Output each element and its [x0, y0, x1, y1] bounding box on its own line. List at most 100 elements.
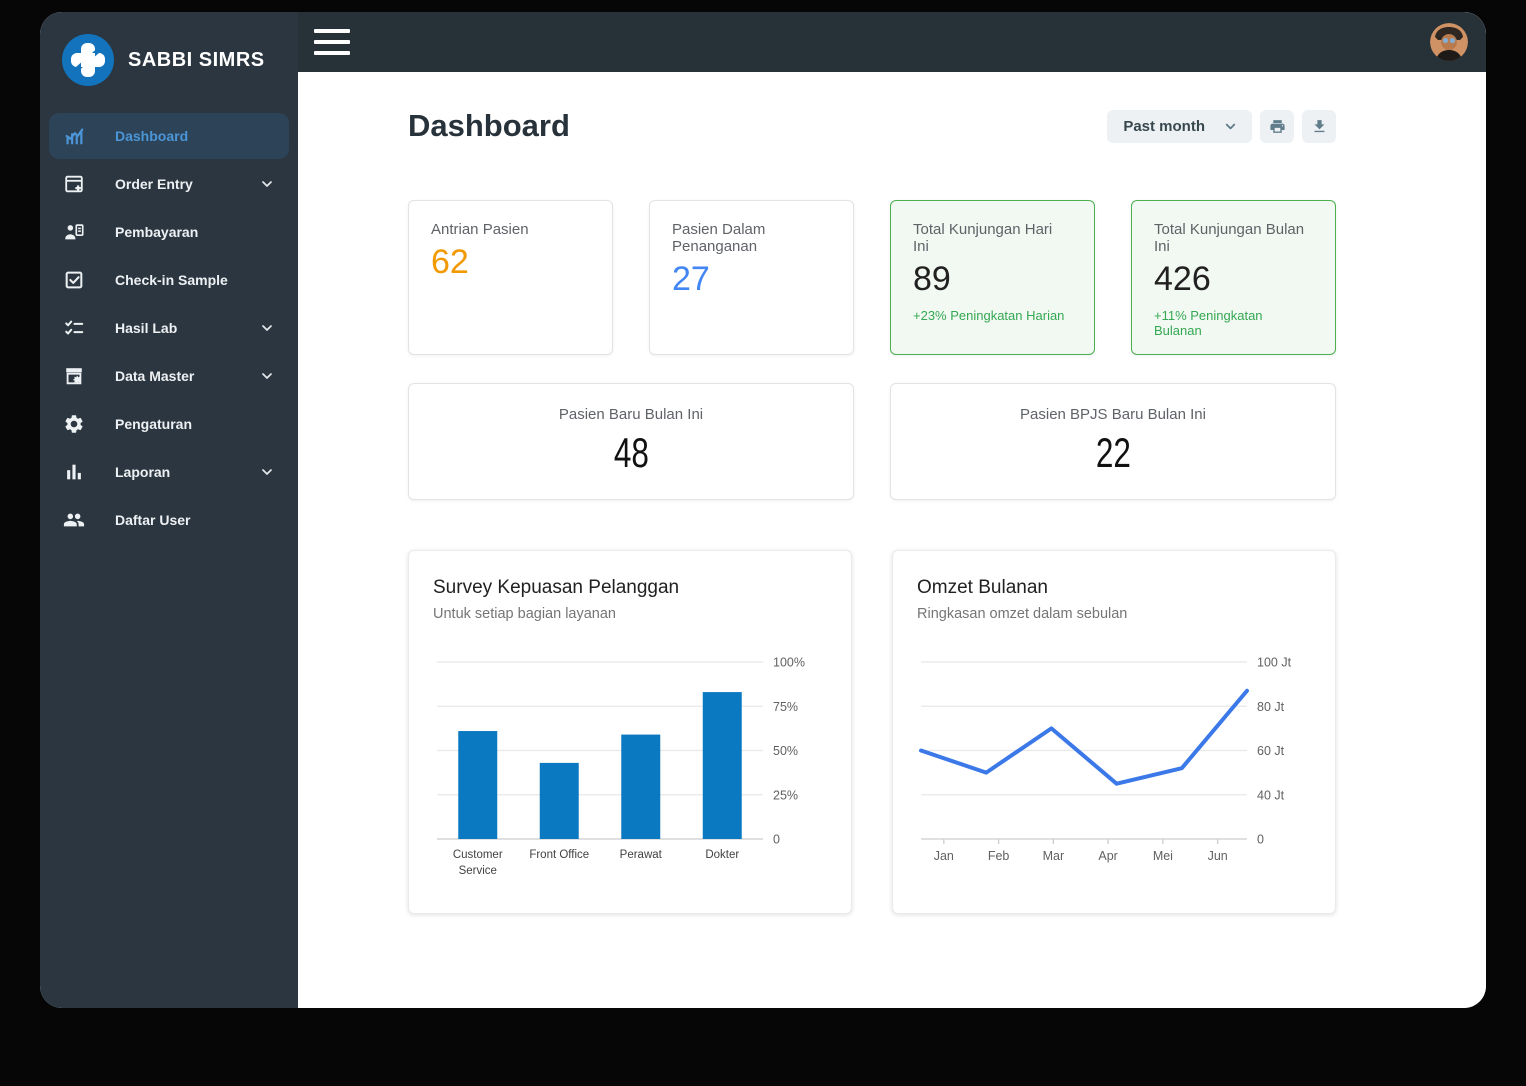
stat-delta-badge: +11% Peningkatan Bulanan	[1154, 308, 1263, 338]
stat-label: Antrian Pasien	[431, 221, 529, 238]
topbar	[298, 12, 1486, 72]
main-area: Dashboard Past month	[298, 12, 1486, 1008]
data-master-icon	[66, 368, 82, 385]
stat-value: 426	[1154, 260, 1211, 298]
svg-text:60 Jt: 60 Jt	[1257, 744, 1285, 758]
svg-text:Dokter: Dokter	[705, 849, 739, 861]
sidebar-item-data-master[interactable]: Data Master	[49, 353, 289, 399]
svg-text:Jan: Jan	[934, 849, 954, 863]
svg-text:Customer: Customer	[453, 849, 503, 861]
summary-label: Pasien Baru Bulan Ini	[558, 406, 704, 423]
svg-text:25%: 25%	[773, 788, 798, 802]
svg-text:0: 0	[773, 833, 780, 847]
printer-icon	[1269, 119, 1285, 133]
svg-text:Mei: Mei	[1153, 849, 1173, 863]
summary-value: 22	[1095, 429, 1131, 476]
charts-row: Survey Kepuasan Pelanggan Untuk setiap b…	[408, 550, 1336, 914]
chart-title: Omzet Bulanan	[917, 577, 1048, 598]
app-window: SABBI SIMRS Dashboard Order Entry	[40, 12, 1486, 1008]
svg-text:75%: 75%	[773, 700, 798, 714]
sidebar-item-dashboard[interactable]: Dashboard	[49, 113, 289, 159]
sidebar-item-checkin-sample[interactable]: Check-in Sample	[49, 257, 289, 303]
summary-cards-row: Pasien Baru Bulan Ini 48 Pasien BPJS Bar…	[408, 383, 1336, 500]
stat-value: 62	[431, 243, 469, 281]
svg-text:Front Office: Front Office	[529, 849, 589, 861]
page-header: Dashboard Past month	[408, 108, 1336, 144]
svg-text:Apr: Apr	[1098, 849, 1117, 863]
svg-text:Feb: Feb	[988, 849, 1010, 863]
order-entry-icon	[65, 175, 83, 193]
brand-name: SABBI SIMRS	[128, 48, 265, 71]
users-icon	[63, 513, 85, 527]
chevron-down-icon	[1225, 123, 1236, 129]
hospital-logo-icon	[62, 34, 114, 86]
page-title: Dashboard	[408, 108, 570, 143]
avatar-image	[1430, 23, 1468, 61]
svg-text:Service: Service	[459, 865, 497, 877]
payment-icon	[65, 224, 84, 240]
settings-icon	[65, 415, 83, 433]
chart-title: Survey Kepuasan Pelanggan	[433, 577, 680, 598]
stat-label: Total Kunjungan Bulan Ini	[1154, 221, 1305, 255]
stat-card-antrian-pasien: Antrian Pasien 62	[408, 200, 613, 355]
svg-text:100%: 100%	[773, 656, 805, 670]
summary-card-pasien-baru: Pasien Baru Bulan Ini 48	[408, 383, 854, 500]
stat-label: Pasien Dalam Penanganan	[672, 221, 766, 255]
chevron-down-icon	[262, 181, 272, 187]
chart-subtitle: Ringkasan omzet dalam sebulan	[917, 606, 1128, 622]
date-range-select[interactable]: Past month	[1107, 109, 1252, 143]
user-avatar[interactable]	[1430, 23, 1468, 61]
header-toolbar: Past month	[1107, 109, 1336, 143]
svg-text:0: 0	[1257, 833, 1264, 847]
line-chart: 0 40 Jt 60 Jt 80 Jt 100 Jt Jan Feb Mar Apr Mei Jun	[917, 648, 1311, 905]
sidebar: SABBI SIMRS Dashboard Order Entry	[40, 12, 298, 1008]
sidebar-item-label: Daftar User	[115, 512, 191, 528]
svg-text:40 Jt: 40 Jt	[1257, 788, 1285, 802]
sidebar-item-label: Dashboard	[115, 128, 189, 144]
sidebar-item-label: Hasil Lab	[115, 320, 178, 336]
stat-label: Total Kunjungan Hari Ini	[913, 221, 1053, 255]
svg-text:Perawat: Perawat	[620, 849, 663, 861]
summary-value: 48	[613, 429, 649, 476]
bar-chart: 0 25% 50% 75% 100% Customer Service Front Offic…	[433, 648, 827, 905]
sidebar-item-pembayaran[interactable]: Pembayaran	[49, 209, 289, 255]
survey-chart-card: Survey Kepuasan Pelanggan Untuk setiap b…	[408, 550, 852, 914]
svg-text:80 Jt: 80 Jt	[1257, 700, 1285, 714]
sidebar-menu: Dashboard Order Entry Pembayaran	[40, 112, 298, 544]
stat-value: 89	[913, 260, 951, 298]
page-content: Dashboard Past month	[298, 72, 1486, 1008]
stat-value: 27	[672, 260, 710, 298]
brand: SABBI SIMRS	[40, 12, 298, 106]
checkin-icon	[65, 271, 83, 289]
print-button[interactable]	[1260, 109, 1294, 143]
sidebar-item-laporan[interactable]: Laporan	[49, 449, 289, 495]
sidebar-item-label: Check-in Sample	[115, 272, 228, 288]
chart-subtitle: Untuk setiap bagian layanan	[433, 606, 616, 622]
hamburger-icon[interactable]	[314, 29, 350, 55]
sidebar-item-hasil-lab[interactable]: Hasil Lab	[49, 305, 289, 351]
svg-text:100 Jt: 100 Jt	[1257, 656, 1292, 670]
stat-card-kunjungan-bulan-ini: Total Kunjungan Bulan Ini 426 +11% Penin…	[1131, 200, 1336, 355]
chevron-down-icon	[262, 325, 272, 331]
sidebar-item-daftar-user[interactable]: Daftar User	[49, 497, 289, 543]
chevron-down-icon	[262, 373, 272, 379]
sidebar-item-label: Order Entry	[115, 176, 193, 192]
stat-card-kunjungan-hari-ini: Total Kunjungan Hari Ini 89 +23% Peningk…	[890, 200, 1095, 355]
report-icon	[67, 464, 81, 480]
sidebar-item-pengaturan[interactable]: Pengaturan	[49, 401, 289, 447]
sidebar-item-order-entry[interactable]: Order Entry	[49, 161, 289, 207]
summary-label: Pasien BPJS Baru Bulan Ini	[1020, 406, 1206, 423]
analytics-icon	[65, 128, 84, 145]
download-button[interactable]	[1302, 109, 1336, 143]
svg-text:50%: 50%	[773, 744, 798, 758]
lab-result-icon	[65, 320, 84, 335]
omzet-chart-card: Omzet Bulanan Ringkasan omzet dalam sebu…	[892, 550, 1336, 914]
chevron-down-icon	[262, 469, 272, 475]
summary-card-pasien-bpjs-baru: Pasien BPJS Baru Bulan Ini 22	[890, 383, 1336, 500]
stat-card-pasien-dalam-penanganan: Pasien Dalam Penanganan 27	[649, 200, 854, 355]
sidebar-item-label: Pembayaran	[115, 224, 199, 240]
date-range-value: Past month	[1123, 117, 1205, 135]
download-icon	[1314, 119, 1324, 132]
sidebar-item-label: Pengaturan	[115, 416, 193, 432]
svg-text:Jun: Jun	[1208, 849, 1228, 863]
